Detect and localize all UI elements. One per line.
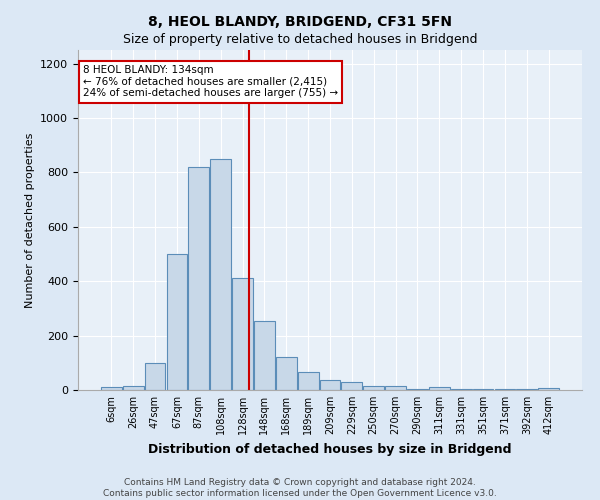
Text: Size of property relative to detached houses in Bridgend: Size of property relative to detached ho… bbox=[123, 32, 477, 46]
Bar bbox=[167, 254, 187, 390]
X-axis label: Distribution of detached houses by size in Bridgend: Distribution of detached houses by size … bbox=[148, 442, 512, 456]
Bar bbox=[341, 382, 362, 390]
Bar bbox=[538, 388, 559, 390]
Bar bbox=[254, 320, 275, 390]
Text: Contains HM Land Registry data © Crown copyright and database right 2024.
Contai: Contains HM Land Registry data © Crown c… bbox=[103, 478, 497, 498]
Bar bbox=[101, 388, 122, 390]
Bar bbox=[298, 372, 319, 390]
Bar bbox=[473, 388, 493, 390]
Bar bbox=[232, 278, 253, 390]
Bar bbox=[429, 388, 450, 390]
Bar bbox=[494, 388, 515, 390]
Bar bbox=[276, 358, 296, 390]
Bar bbox=[123, 386, 143, 390]
Bar bbox=[451, 388, 472, 390]
Bar bbox=[385, 386, 406, 390]
Bar bbox=[188, 167, 209, 390]
Text: 8, HEOL BLANDY, BRIDGEND, CF31 5FN: 8, HEOL BLANDY, BRIDGEND, CF31 5FN bbox=[148, 15, 452, 29]
Bar bbox=[364, 386, 384, 390]
Y-axis label: Number of detached properties: Number of detached properties bbox=[25, 132, 35, 308]
Bar bbox=[145, 363, 166, 390]
Text: 8 HEOL BLANDY: 134sqm
← 76% of detached houses are smaller (2,415)
24% of semi-d: 8 HEOL BLANDY: 134sqm ← 76% of detached … bbox=[83, 66, 338, 98]
Bar bbox=[407, 388, 428, 390]
Bar bbox=[320, 380, 340, 390]
Bar bbox=[517, 388, 537, 390]
Bar bbox=[210, 159, 231, 390]
